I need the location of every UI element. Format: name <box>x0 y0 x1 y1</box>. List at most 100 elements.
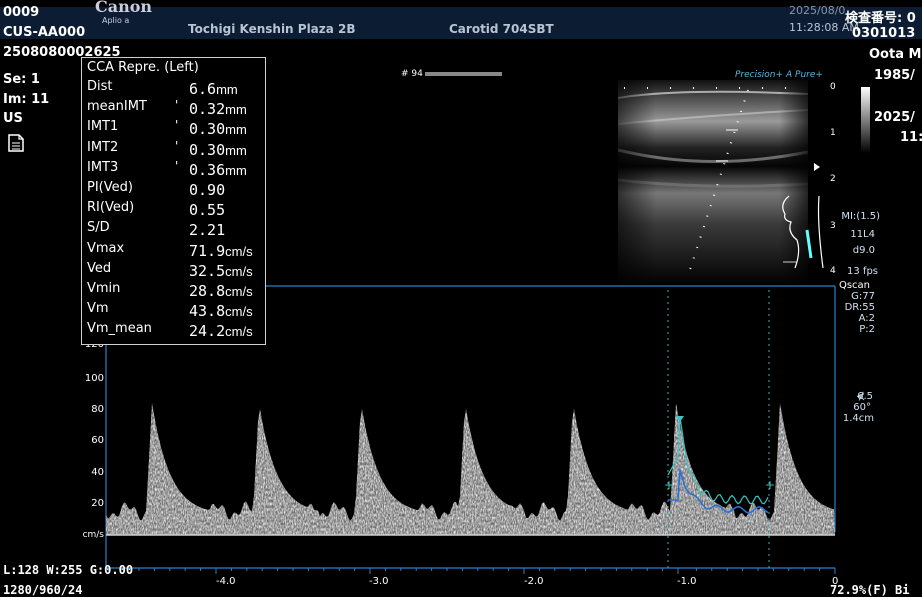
measurement-label: IMT3 <box>87 159 119 175</box>
header-date: 2025/08/0 <box>789 4 846 17</box>
measurement-value: 0.30mm <box>189 140 247 159</box>
y-tick-label: 20 <box>91 498 104 509</box>
gain-value: G:77 <box>851 291 875 302</box>
measurement-row: meanIMT ' 0.32mm <box>87 98 265 119</box>
measurement-value: 2.21 <box>189 221 226 240</box>
measurement-unit: mm <box>216 82 238 97</box>
depth-scale: 0 1 2 3 4 <box>818 80 838 280</box>
grayscale-bar <box>861 87 870 153</box>
frame-slider[interactable] <box>425 72 502 76</box>
measurement-tick: ' <box>175 138 179 153</box>
measurement-unit: cm/s <box>225 263 253 279</box>
angle-value: 60° <box>853 402 871 413</box>
measurement-value: 0.90 <box>189 181 226 199</box>
sample-depth: 1.4cm <box>842 413 874 424</box>
gate-size: 6.5 <box>857 391 873 402</box>
study-date: 2025/ <box>874 110 915 125</box>
measurement-value: 32.5cm/s <box>189 261 253 280</box>
header-time: 11:28:08 AM <box>789 21 859 34</box>
series-id: 0009 <box>3 5 40 20</box>
measurement-label: RI(Ved) <box>87 200 135 216</box>
angle-correct-icon: ⊀ <box>856 390 866 403</box>
header-bar <box>0 7 922 39</box>
measurement-value: 24.2cm/s <box>189 322 253 341</box>
probe-name: 11L4 <box>850 229 875 240</box>
a-value: A:2 <box>858 313 875 324</box>
y-tick-label: 40 <box>91 467 104 478</box>
depth-mark: 4 <box>830 266 836 276</box>
measurement-tick: ' <box>175 98 179 113</box>
measurement-unit: cm/s <box>225 284 253 299</box>
measurement-value: 43.8cm/s <box>189 302 253 321</box>
measurement-row: IMT3 ' 0.36mm <box>87 158 265 179</box>
measurement-label: IMT2 <box>87 139 119 155</box>
frame-number: # 94 <box>401 69 423 79</box>
depth-mark: 1 <box>830 128 836 138</box>
measurement-value: 0.32mm <box>189 100 247 119</box>
preset-name: Carotid 704SBT <box>449 22 554 36</box>
y-unit-label: cm/s <box>82 530 104 540</box>
zoom-level: 72.9%(F) Bi <box>830 583 910 597</box>
image-matrix: 1280/960/24 <box>3 583 83 597</box>
measurement-unit: mm <box>225 102 247 118</box>
depth-mark: 0 <box>830 82 836 92</box>
measurement-unit: mm <box>225 162 247 178</box>
measurement-label: Ved <box>87 260 112 276</box>
x-tick-label: -3.0 <box>369 576 389 587</box>
x-tick-label: -4.0 <box>216 576 236 587</box>
x-tick-label: -1.0 <box>677 576 697 587</box>
y-axis: 120 100 80 60 40 20 cm/s <box>70 330 106 550</box>
measurement-row: Dist 6.6mm <box>87 79 265 98</box>
measurement-row: Vm 43.8cm/s <box>87 301 265 321</box>
measurement-value: 6.6mm <box>189 80 238 98</box>
measurement-label: Dist <box>87 79 113 94</box>
patient-id: CUS-AA000 <box>3 25 86 40</box>
image-label: Im: 11 <box>3 92 50 107</box>
patient-name: Oota M <box>869 47 922 62</box>
mean-velocity-trace <box>668 469 769 514</box>
dynamic-range: DR:55 <box>844 302 875 313</box>
cursor-cross-icon: + <box>664 478 674 492</box>
body-mark-icon <box>782 195 824 269</box>
measurement-row: Ved 32.5cm/s <box>87 260 265 280</box>
measurement-tick: ' <box>175 158 179 173</box>
measurement-label: IMT1 <box>87 119 119 135</box>
measurement-label: PI(Ved) <box>87 180 133 195</box>
measurement-panel: CCA Repre. (Left) Dist 6.6mm meanIMT ' 0.32m… <box>81 57 266 345</box>
measurement-row: IMT1 ' 0.30mm <box>87 118 265 139</box>
measurement-label: S/D <box>87 220 110 236</box>
exam-number: 0301013 <box>852 26 916 41</box>
max-velocity-trace <box>667 417 769 505</box>
depth-value: d9.0 <box>852 245 875 256</box>
measurement-label: Vm <box>87 301 109 317</box>
birth-date: 1985/ <box>874 68 915 83</box>
p-value: P:2 <box>859 324 875 335</box>
brand-sub: Aplio a <box>102 16 130 25</box>
brand-logo: Canon <box>95 0 153 16</box>
exam-number-label: 検査番号: 0 <box>845 11 916 26</box>
report-icon[interactable] <box>8 134 24 152</box>
frame-rate: 13 fps <box>847 266 878 277</box>
measurement-tick: ' <box>175 118 179 133</box>
measurement-label: Vmin <box>87 281 121 296</box>
measurement-row: RI(Ved) 0.55 <box>87 200 265 220</box>
window-level: L:128 W:255 G:0.00 <box>3 563 134 577</box>
measurement-value: 0.30mm <box>189 120 247 139</box>
accession-id: 2508080002625 <box>3 45 121 60</box>
precision-label: Precision+ <box>735 70 784 80</box>
depth-mark: 2 <box>830 174 836 184</box>
mi-value: MI:(1.5) <box>841 211 880 222</box>
focus-marker-icon <box>814 163 820 171</box>
measurement-title: CCA Repre. (Left) <box>87 60 199 75</box>
depth-mark: 3 <box>830 221 836 231</box>
study-time: 11: <box>900 130 922 145</box>
x-tick-label: 0 <box>832 576 839 587</box>
measurement-unit: mm <box>225 122 247 138</box>
y-tick-label: 60 <box>91 435 104 446</box>
measurement-value: 28.8cm/s <box>189 282 253 300</box>
measurement-label: Vmax <box>87 240 125 256</box>
measurement-unit: cm/s <box>225 324 253 340</box>
measurement-unit: mm <box>225 142 247 158</box>
measurement-value: 0.55 <box>189 201 226 220</box>
